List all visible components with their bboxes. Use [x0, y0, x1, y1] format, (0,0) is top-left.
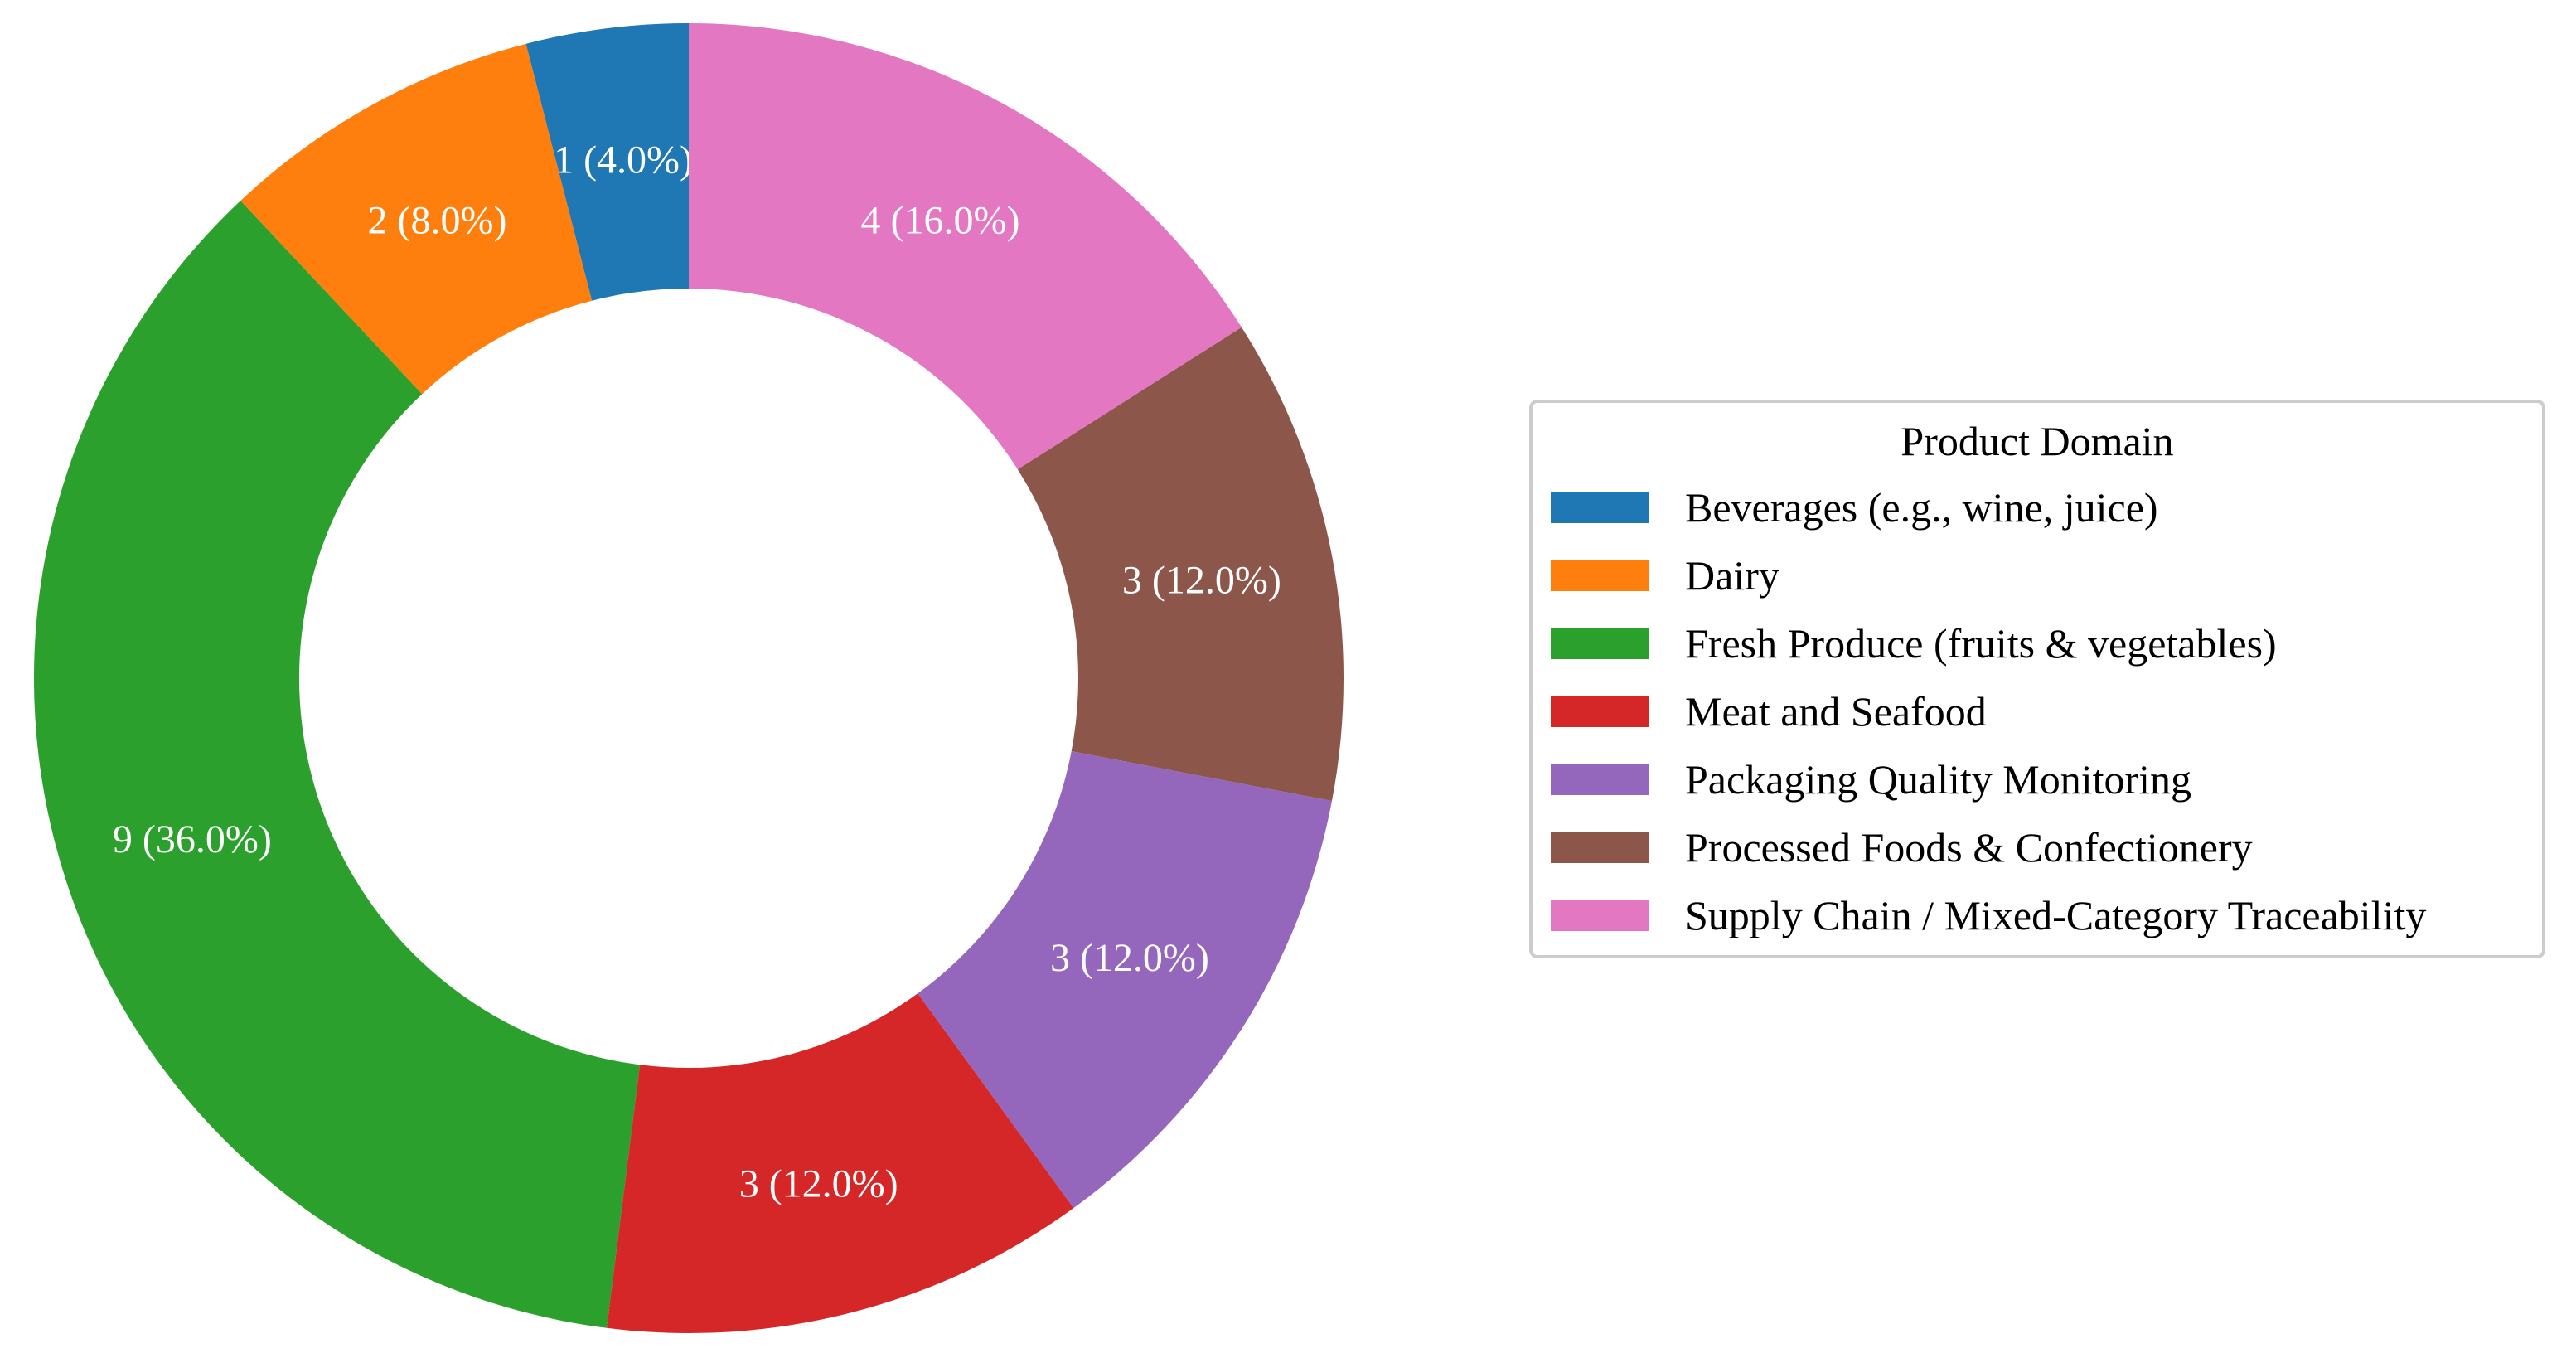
legend-swatch — [1551, 628, 1649, 659]
slice-label-2: 9 (36.0%) — [113, 817, 272, 861]
legend-label: Fresh Produce (fruits & vegetables) — [1685, 620, 2277, 667]
slice-6 — [689, 23, 1242, 470]
slice-label-0: 1 (4.0%) — [554, 138, 693, 182]
slice-label-3: 3 (12.0%) — [739, 1162, 898, 1206]
legend-item: Dairy — [1551, 552, 1779, 599]
slice-label-4: 3 (12.0%) — [1050, 936, 1209, 980]
legend-item: Meat and Seafood — [1551, 688, 1987, 735]
legend-swatch — [1551, 832, 1649, 863]
legend-title: Product Domain — [1901, 418, 2174, 464]
legend-label: Dairy — [1685, 552, 1779, 599]
slice-label-6: 4 (16.0%) — [861, 198, 1020, 242]
legend-item: Packaging Quality Monitoring — [1551, 756, 2191, 803]
legend-item: Beverages (e.g., wine, juice) — [1551, 484, 2158, 531]
slice-0 — [525, 23, 689, 301]
slice-4 — [918, 751, 1333, 1209]
slice-label-1: 2 (8.0%) — [368, 198, 507, 242]
legend-label: Packaging Quality Monitoring — [1685, 756, 2192, 803]
legend-swatch — [1551, 560, 1649, 591]
legend-label: Processed Foods & Confectionery — [1685, 824, 2253, 871]
legend-swatch — [1551, 900, 1649, 931]
slice-label-5: 3 (12.0%) — [1122, 558, 1281, 602]
legend-label: Supply Chain / Mixed-Category Traceabili… — [1685, 892, 2427, 938]
slice-2 — [33, 201, 641, 1328]
slice-1 — [240, 43, 593, 395]
legend-swatch — [1551, 696, 1649, 727]
slice-3 — [606, 993, 1074, 1333]
legend-swatch — [1551, 492, 1649, 523]
legend-item: Fresh Produce (fruits & vegetables) — [1551, 620, 2277, 667]
legend-swatch — [1551, 764, 1649, 795]
legend-item: Processed Foods & Confectionery — [1551, 824, 2253, 871]
legend-label: Beverages (e.g., wine, juice) — [1685, 484, 2158, 531]
slice-5 — [1017, 327, 1344, 802]
donut-plot: 1 (4.0%) 2 (8.0%) 9 (36.0%) 3 (12.0%) 3 (12.… — [33, 23, 1344, 1333]
legend-label: Meat and Seafood — [1685, 688, 1987, 735]
legend: Product Domain Beverages (e.g., wine, ju… — [1529, 400, 2545, 958]
legend-item: Supply Chain / Mixed-Category Traceabili… — [1551, 892, 2426, 938]
